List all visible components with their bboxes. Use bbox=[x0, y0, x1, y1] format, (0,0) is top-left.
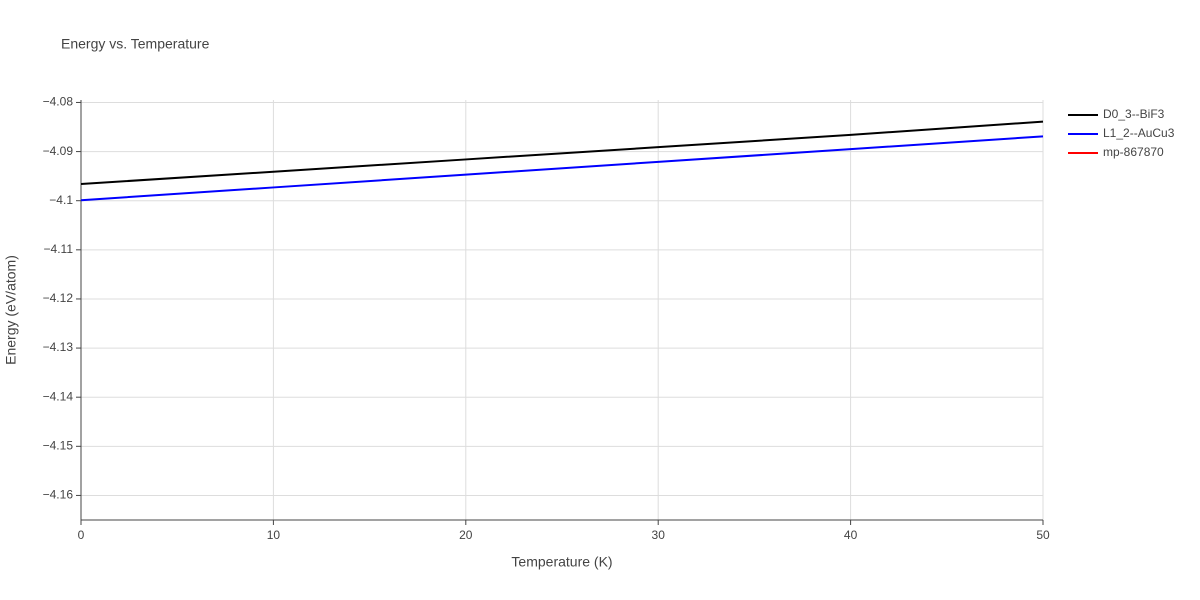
x-tick-label: 50 bbox=[1036, 528, 1050, 542]
y-tick-label: −4.12 bbox=[43, 291, 74, 305]
x-axis-label: Temperature (K) bbox=[511, 554, 612, 570]
y-tick-label: −4.09 bbox=[43, 144, 74, 158]
x-tick-label: 0 bbox=[78, 528, 85, 542]
y-tick-label: −4.08 bbox=[43, 95, 74, 109]
x-tick-label: 20 bbox=[459, 528, 473, 542]
series-line bbox=[80, 120, 1044, 185]
x-tick-label: 30 bbox=[652, 528, 666, 542]
y-tick-label: −4.11 bbox=[44, 242, 74, 256]
y-tick-label: −4.16 bbox=[43, 488, 74, 502]
y-tick-label: −4.15 bbox=[43, 438, 74, 452]
chart-title: Energy vs. Temperature bbox=[61, 36, 210, 52]
legend-label: L1_2--AuCu3 bbox=[1103, 126, 1175, 140]
series-line bbox=[80, 135, 1044, 202]
x-tick-label: 10 bbox=[267, 528, 281, 542]
legend-label: mp-867870 bbox=[1103, 145, 1164, 159]
x-tick-label: 40 bbox=[844, 528, 858, 542]
y-tick-label: −4.1 bbox=[49, 193, 73, 207]
y-tick-label: −4.13 bbox=[43, 340, 74, 354]
legend-label: D0_3--BiF3 bbox=[1103, 107, 1165, 121]
y-tick-label: −4.14 bbox=[43, 389, 74, 403]
y-axis-label: Energy (eV/atom) bbox=[3, 255, 19, 365]
